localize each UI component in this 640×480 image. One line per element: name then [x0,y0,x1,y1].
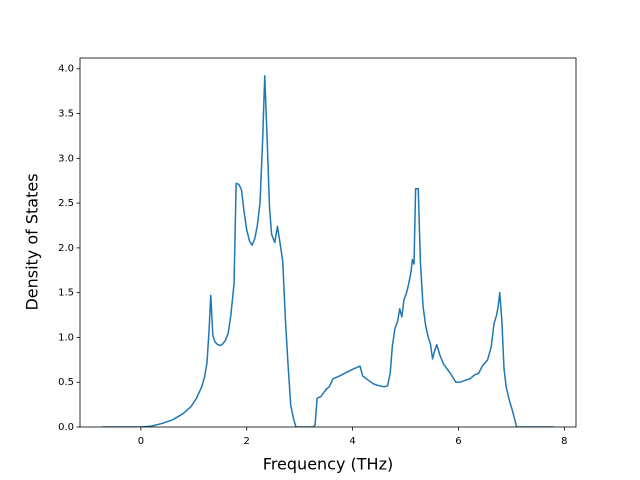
y-tick-label: 1.0 [58,332,74,343]
y-tick-label: 0.0 [58,422,74,433]
y-axis-title: Density of States [23,173,42,310]
y-tick-label: 2.5 [58,198,74,209]
y-tick-label: 4.0 [58,64,74,75]
y-tick-label: 3.5 [58,109,74,120]
x-tick-label: 6 [455,436,461,447]
plot-frame [79,57,577,428]
x-tick-label: 4 [349,436,355,447]
line [102,75,554,427]
x-tick-label: 8 [561,436,567,447]
x-axis-title: Frequency (THz) [263,455,393,474]
y-tick-label: 0.5 [58,377,74,388]
x-tick-label: 0 [138,436,144,447]
y-tick-label: 2.0 [58,243,74,254]
x-tick-label: 2 [244,436,250,447]
y-tick-label: 3.0 [58,153,74,164]
y-tick-label: 1.5 [58,288,74,299]
